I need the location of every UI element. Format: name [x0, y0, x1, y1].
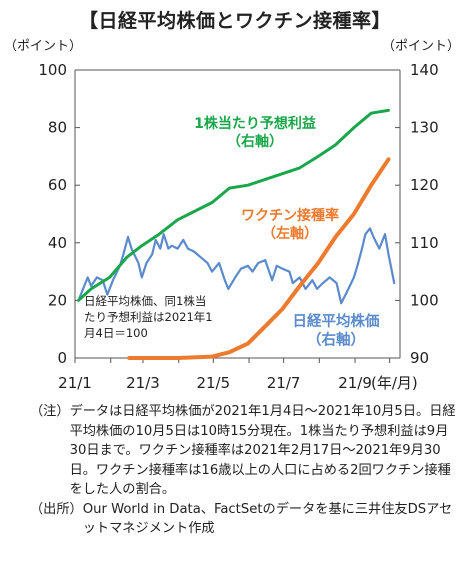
x-axis-unit: (年/月) — [371, 374, 418, 392]
notes: （注） データは日経平均株価が2021年1月4日～2021年10月5日。日経平均… — [30, 402, 462, 539]
x-tick-label: 21/1 — [58, 374, 92, 392]
baseline-annotation: 日経平均株価、同1株当たり予想利益は2021年1 月4日＝100 — [84, 294, 213, 340]
vaccination-rate-label-line: （左軸） — [262, 225, 318, 242]
nikkei-label: 日経平均株価（右軸） — [293, 312, 380, 349]
chart: （ポイント） （ポイント） 0 20 40 60 80 100 90 100 110 120 130… — [4, 39, 460, 392]
labels-layer: 1株当たり予想利益（右軸）ワクチン接種率（左軸）日経平均株価（右軸）日経平均株価… — [84, 115, 380, 349]
x-tick-label: 21/9 — [338, 374, 372, 392]
note-text: データは日経平均株価が2021年1月4日～2021年10月5日。日経平均株価の1… — [69, 404, 456, 497]
right-tick-label: 130 — [410, 119, 439, 137]
right-tick-label: 120 — [410, 176, 439, 194]
x-tick-label: 21/7 — [267, 374, 301, 392]
vaccination-rate-line — [127, 157, 391, 360]
note-row: （注） データは日経平均株価が2021年1月4日～2021年10月5日。日経平均… — [30, 402, 462, 500]
left-tick-label: 40 — [48, 234, 67, 252]
x-tick-label: 21/3 — [126, 374, 160, 392]
baseline-annotation-line: たり予想利益は2021年1 — [84, 310, 213, 324]
nikkei-label-line: （右軸） — [307, 331, 365, 349]
right-tick-label: 110 — [410, 234, 439, 252]
baseline-annotation-line: 日経平均株価、同1株当 — [84, 294, 206, 308]
left-tick-label: 100 — [38, 61, 67, 79]
left-tick-label: 60 — [48, 176, 67, 194]
x-tick-label: 21/5 — [196, 374, 230, 392]
left-tick-label: 0 — [57, 349, 67, 367]
nikkei-label-line: 日経平均株価 — [293, 312, 380, 330]
right-tick-label: 100 — [410, 291, 439, 309]
source-text: Our World in Data、FactSetのデータを基に三井住友DSアセ… — [82, 501, 453, 537]
right-tick-label: 90 — [410, 349, 429, 367]
left-axis-unit: （ポイント） — [4, 39, 82, 54]
eps-label-line: 1株当たり予想利益 — [194, 115, 316, 132]
left-tick-label: 20 — [48, 291, 67, 309]
note-label: （注） — [30, 404, 70, 419]
eps-label: 1株当たり予想利益（右軸） — [194, 115, 316, 150]
baseline-annotation-line: 月4日＝100 — [84, 326, 148, 340]
nikkei-line — [77, 227, 396, 305]
eps-line — [77, 108, 390, 302]
axes: 0 20 40 60 80 100 90 100 110 120 130 140 21/1 21/3 21/… — [38, 61, 438, 392]
eps-label-line: （右軸） — [227, 133, 283, 150]
vaccination-rate-label-line: ワクチン接種率 — [241, 207, 339, 224]
left-tick-label: 80 — [48, 119, 67, 137]
right-axis-unit: （ポイント） — [382, 39, 460, 54]
source-label: （出所） — [30, 501, 83, 517]
right-tick-label: 140 — [410, 61, 439, 79]
vaccination-rate-label: ワクチン接種率（左軸） — [241, 207, 339, 242]
source-row: （出所） Our World in Data、FactSetのデータを基に三井住… — [30, 500, 462, 539]
chart-title: 【日経平均株価とワクチン接種率】 — [78, 10, 391, 32]
series-layer — [77, 108, 396, 360]
